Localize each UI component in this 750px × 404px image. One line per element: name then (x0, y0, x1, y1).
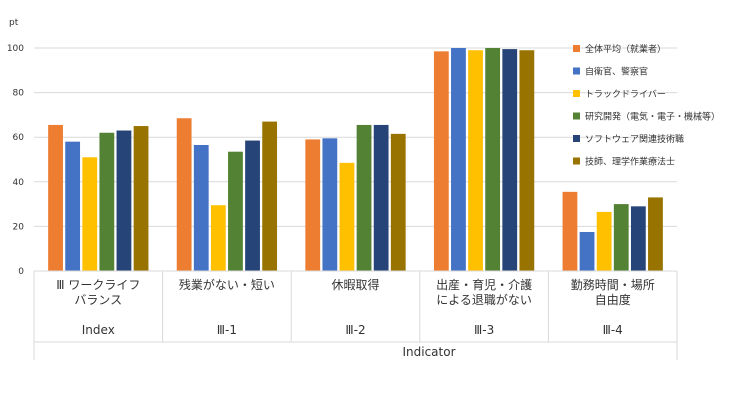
legend-swatch (573, 112, 580, 120)
legend: 全体平均（就業者） 自衛官、警察官トラックドライバー研究開発（電気・電子・機械等）… (573, 43, 720, 168)
bar (133, 126, 149, 271)
legend-swatch (573, 135, 580, 142)
bars (48, 48, 663, 272)
category-label: バランス (74, 293, 122, 307)
bar (99, 132, 115, 271)
bar (373, 124, 389, 271)
category-label: 自由度 (595, 292, 631, 307)
legend-label: 技師、理学作業療法士 (585, 156, 675, 168)
bar (519, 50, 535, 272)
category-sublabel: Ⅲ-4 (603, 323, 623, 337)
y-tick-label: 100 (7, 44, 24, 54)
bar (65, 141, 81, 271)
y-axis-unit-label: pt (9, 18, 19, 28)
category-label: 休暇取得 (331, 277, 379, 292)
bar (193, 145, 209, 271)
legend-swatch (573, 157, 580, 165)
category-label: による退職がない (436, 292, 532, 307)
bar (468, 50, 483, 272)
category-sublabel: Ⅲ-1 (217, 323, 237, 337)
bar (48, 124, 63, 271)
bar (451, 48, 466, 271)
axes: pt Indicator 0 20 40 60 80 100 (7, 18, 677, 359)
y-tick-label: 80 (13, 89, 25, 99)
bar (562, 191, 578, 271)
bar (596, 211, 612, 271)
bar (433, 51, 449, 271)
x-axis-title: Indicator (402, 345, 455, 359)
y-tick-label: 20 (13, 222, 25, 232)
y-tick-label: 0 (18, 267, 24, 277)
bar (116, 130, 132, 271)
bar (502, 49, 518, 271)
legend-label: トラックドライバー (585, 89, 666, 100)
bar (390, 133, 406, 271)
category-label: 出産・育児・介護 (436, 277, 532, 292)
bar (648, 197, 663, 271)
bar (322, 138, 338, 271)
bar (210, 205, 226, 271)
legend-swatch (573, 90, 580, 97)
category-label: 勤務時間・場所 (571, 278, 655, 292)
bar (485, 48, 501, 271)
bar (82, 157, 98, 271)
category-label: Ⅲ ワークライフ (56, 278, 140, 292)
category-sublabel: Ⅲ-3 (474, 323, 494, 337)
bar (228, 151, 243, 271)
bar (262, 121, 278, 271)
y-tick-label: 40 (13, 178, 25, 188)
legend-label: ソフトウェア関連技術職 (585, 133, 684, 145)
bar (630, 206, 646, 271)
bar (356, 124, 372, 271)
bar (339, 162, 355, 271)
legend-swatch (573, 45, 580, 52)
bar (245, 140, 260, 271)
bar (176, 118, 192, 272)
category-sublabel: Ⅲ-2 (345, 323, 365, 337)
y-tick-label: 60 (13, 133, 25, 143)
category-label: 残業がない・短い (179, 277, 275, 292)
legend-swatch (573, 67, 580, 75)
legend-label: 研究開発（電気・電子・機械等） (585, 111, 720, 123)
bar (613, 204, 629, 271)
category-sublabel: Index (82, 323, 115, 337)
bar (579, 231, 595, 271)
bar (305, 139, 321, 271)
legend-label: 自衛官、警察官 (585, 66, 648, 78)
legend-label: 全体平均（就業者） (585, 43, 666, 55)
